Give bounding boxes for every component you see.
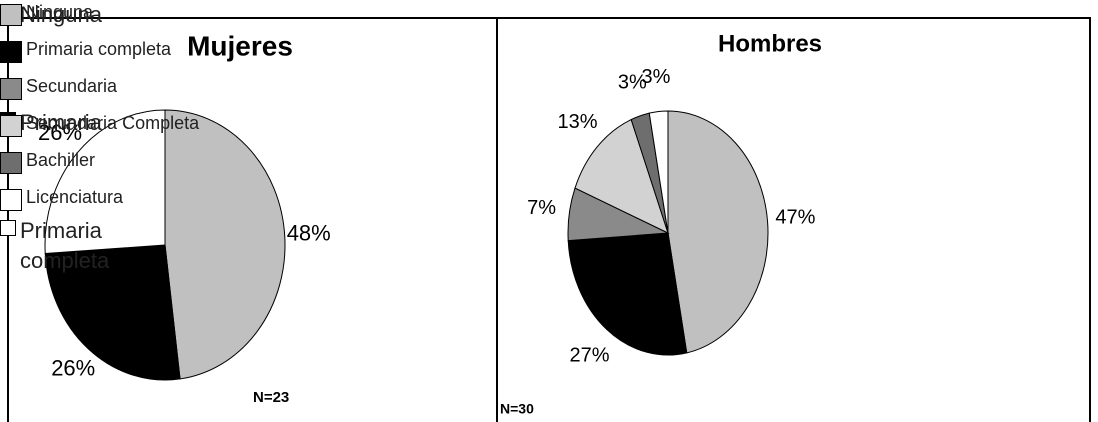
data-label: 7% — [527, 197, 556, 219]
legend-swatch — [0, 220, 16, 236]
pie-slice — [648, 110, 669, 234]
pie-slice — [164, 109, 286, 380]
legend-item: Bachiller — [0, 148, 235, 174]
pie-slice — [44, 109, 166, 255]
chart-title: Hombres — [718, 30, 822, 57]
legend-item: Secundaria — [0, 74, 235, 100]
annotation: N=23 — [253, 389, 289, 406]
data-label: 3% — [642, 66, 671, 88]
legend-label: Ninguna — [26, 2, 94, 22]
legend-item: Secundaria Completa — [0, 111, 235, 137]
data-label: 47% — [775, 207, 815, 229]
pie-slice — [667, 110, 769, 354]
data-label: 13% — [557, 111, 597, 133]
legend-label: Primaria completa — [26, 39, 172, 59]
pie-slice — [44, 244, 181, 381]
legend-item: Licenciatura — [0, 185, 235, 211]
legend-swatch — [0, 4, 22, 26]
legend-label: Primaria completa — [20, 218, 110, 273]
legend-swatch — [0, 115, 22, 137]
legend-label: Secundaria Completa — [26, 113, 200, 133]
legend-swatch — [0, 189, 22, 211]
data-label: 27% — [570, 345, 610, 367]
pie-slice — [567, 232, 688, 356]
annotation: N=30 — [500, 401, 534, 417]
legend-label: Licenciatura — [26, 187, 124, 207]
data-label: 3% — [618, 71, 647, 93]
legend-label: Bachiller — [26, 150, 96, 170]
legend-swatch — [0, 78, 22, 100]
legend-label: Ninguna — [20, 2, 102, 27]
pie-slice — [574, 118, 669, 234]
legend-label: Secundaria — [26, 76, 118, 96]
legend-item: Ninguna — [0, 0, 235, 26]
data-label: 26% — [38, 120, 82, 145]
chart-title: Mujeres — [187, 30, 293, 61]
legend-swatch — [0, 152, 22, 174]
legend-label: Primaria — [20, 110, 102, 135]
legend-swatch — [0, 41, 22, 63]
legend-item: Primaria completa — [0, 37, 235, 63]
data-label: 26% — [51, 356, 95, 381]
data-label: 48% — [287, 221, 331, 246]
legend-item: Primaria completa — [0, 216, 135, 275]
